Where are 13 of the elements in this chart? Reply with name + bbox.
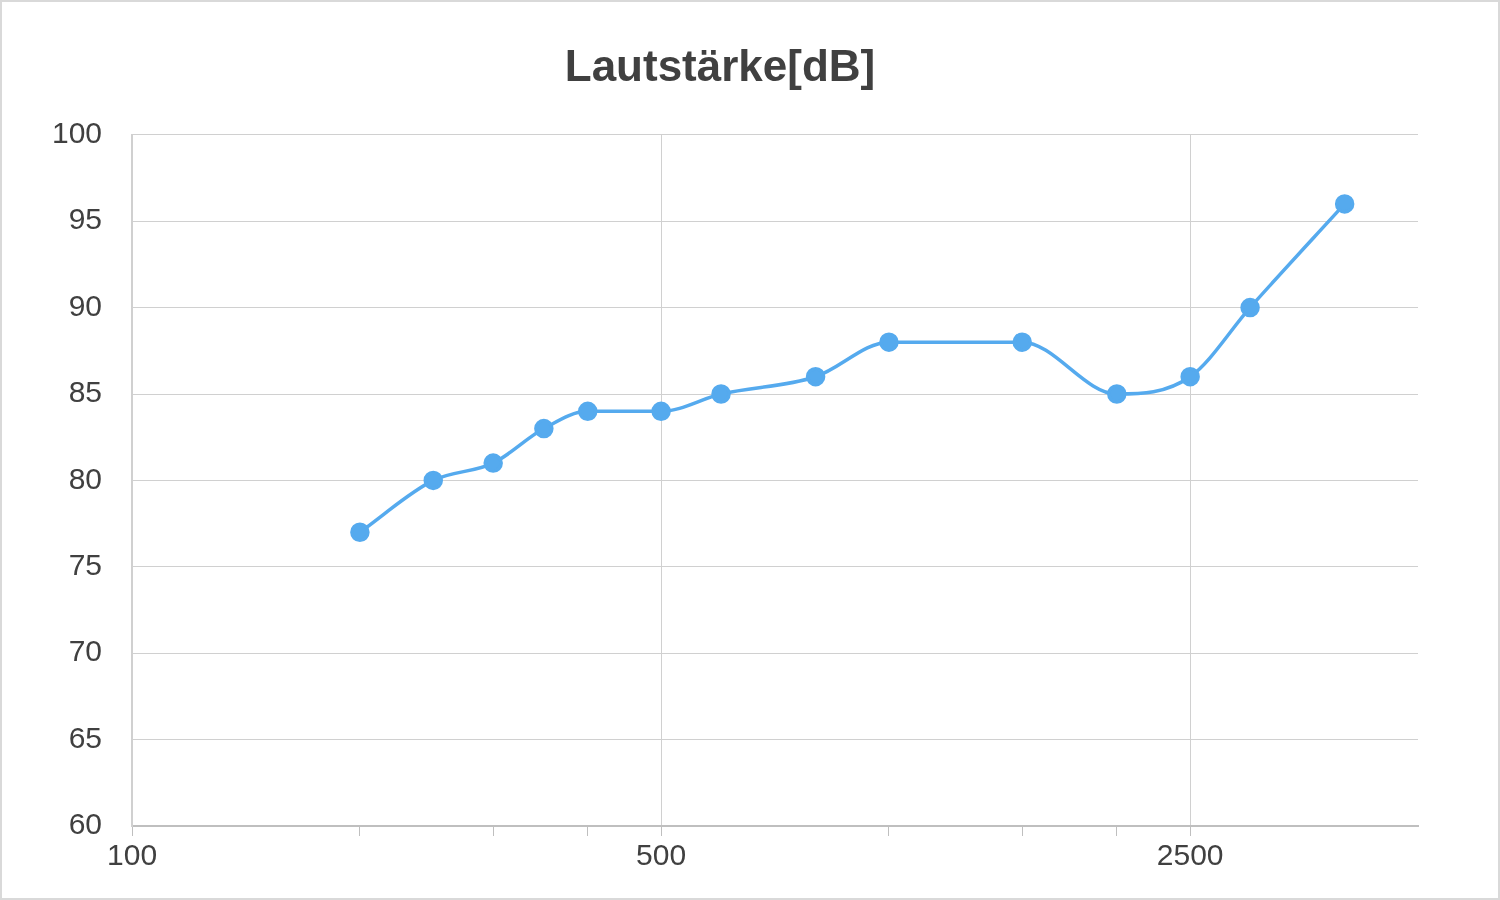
x-tick-label: 500	[636, 838, 687, 872]
y-tick-label: 60	[68, 807, 103, 841]
x-tick-label: 2500	[1156, 838, 1224, 872]
y-tick-label: 100	[51, 116, 103, 150]
y-tick-label: 75	[68, 548, 103, 582]
x-tick-label: 100	[107, 838, 158, 872]
y-tick-label: 85	[68, 375, 103, 409]
y-tick-label: 65	[68, 720, 103, 754]
y-tick-label: 90	[68, 288, 103, 322]
chart-title: Lautstärke[dB]	[564, 40, 876, 90]
y-tick-label: 70	[68, 634, 103, 668]
y-tick-label: 95	[68, 202, 103, 236]
y-tick-label: 80	[68, 461, 103, 495]
